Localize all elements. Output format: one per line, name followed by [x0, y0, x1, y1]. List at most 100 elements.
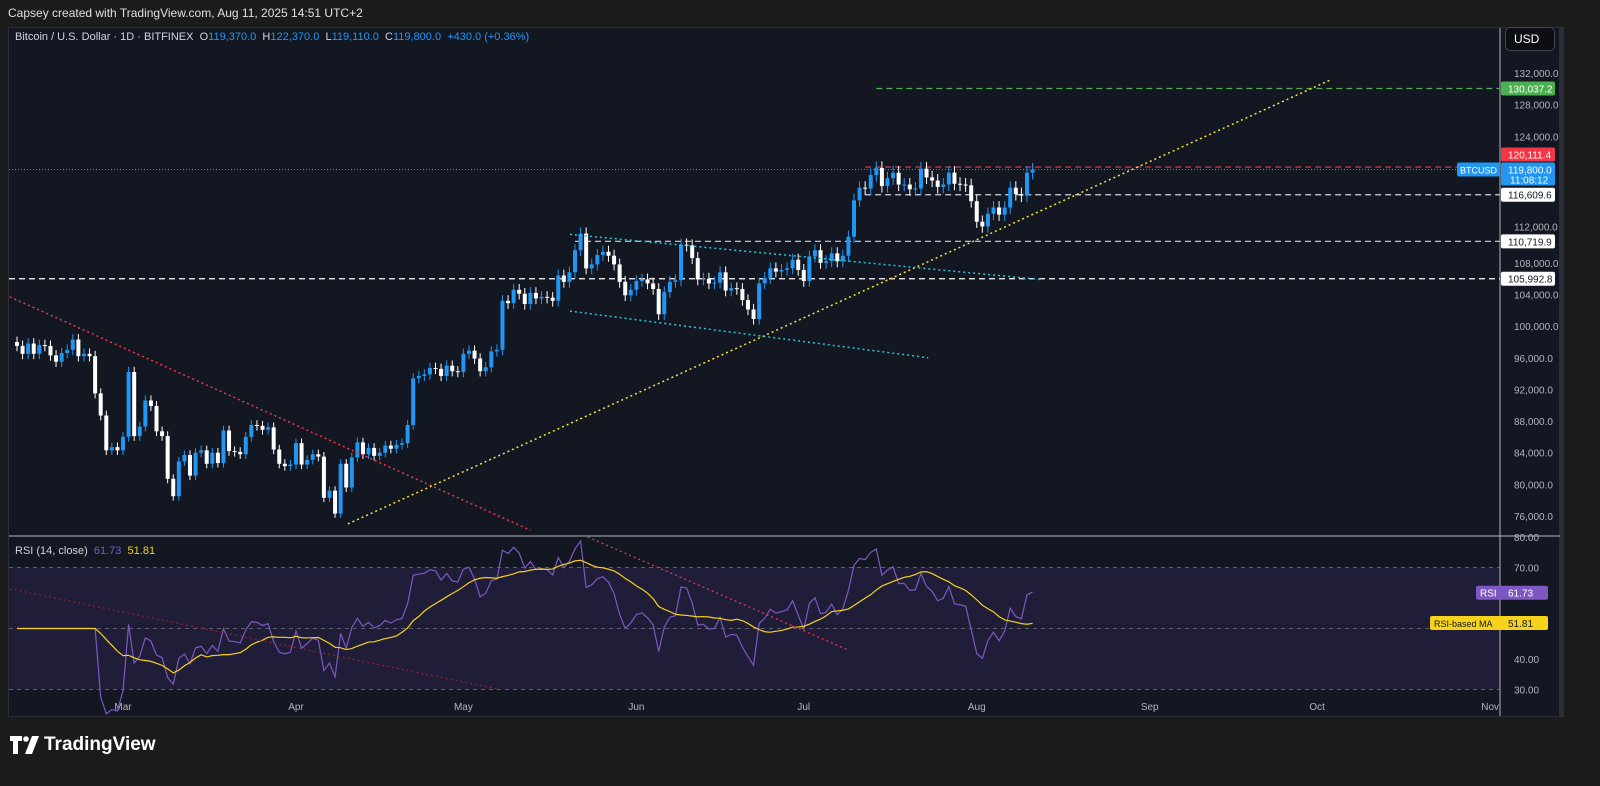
high-value: 122,370.0: [270, 31, 320, 43]
candle-body: [656, 288, 661, 315]
candle-body: [835, 253, 840, 262]
candle-body: [249, 424, 254, 437]
candle-body: [76, 339, 81, 357]
trendline: [347, 79, 1331, 525]
candle-body: [918, 168, 923, 189]
candle-body: [757, 283, 762, 320]
price-tick: 96,000.0: [1514, 354, 1553, 365]
candle-body: [444, 365, 449, 376]
candle-body: [338, 463, 343, 514]
candle-body: [589, 264, 594, 269]
candle-body: [243, 436, 248, 455]
rsi-label-name: RSI: [1480, 589, 1497, 600]
candle-body: [121, 436, 126, 451]
candle-body: [238, 451, 243, 455]
candle-body: [394, 444, 399, 449]
candle-body: [991, 207, 996, 214]
candle-body: [985, 213, 990, 227]
candle-body: [734, 288, 739, 290]
candle-body: [227, 430, 232, 452]
candle-body: [751, 309, 756, 320]
candle-body: [366, 447, 371, 455]
candle-body: [98, 393, 103, 416]
candle-body: [109, 447, 114, 451]
candle-body: [48, 345, 53, 356]
candle-body: [266, 427, 271, 430]
candle-body: [550, 297, 555, 301]
candle-body: [573, 250, 577, 273]
candle-body: [511, 289, 516, 304]
candle-body: [427, 368, 432, 375]
time-tick: May: [454, 702, 473, 713]
candle-body: [745, 300, 750, 310]
candle-body: [528, 292, 533, 304]
candle-body: [840, 255, 845, 262]
candle-body: [42, 345, 47, 347]
candle-body: [310, 454, 315, 460]
candle-body: [65, 349, 70, 354]
candle-body: [506, 300, 511, 304]
tradingview-logo[interactable]: TradingView: [10, 734, 156, 756]
candle-body: [662, 292, 667, 315]
candle-body: [176, 461, 181, 497]
candle-body: [1002, 207, 1007, 215]
rsi-title[interactable]: RSI (14, close): [15, 545, 88, 557]
symbol-legend: Bitcoin / U.S. Dollar · 1D · BITFINEX O1…: [15, 31, 529, 43]
price-label: 120,111.4: [1508, 151, 1551, 162]
candle-body: [500, 300, 505, 350]
time-tick: Apr: [288, 702, 304, 713]
candle-body: [299, 443, 304, 465]
candle-body: [863, 187, 868, 189]
candle-body: [874, 167, 879, 176]
rsi-tick: 30.00: [1514, 686, 1539, 697]
candle-body: [533, 292, 538, 299]
candle-body: [20, 345, 25, 354]
rsi-tick: 70.00: [1514, 564, 1539, 575]
price-tick: 80,000.0: [1514, 480, 1553, 491]
trendline: [569, 233, 1040, 281]
candle-body: [701, 278, 706, 280]
candle-body: [377, 452, 382, 456]
candle-body: [1008, 187, 1013, 208]
candle-body: [288, 464, 293, 467]
trendline: [569, 310, 929, 359]
candle-body: [137, 426, 142, 437]
candle-body: [902, 184, 907, 186]
price-label-bg: [1501, 147, 1555, 162]
candle-body: [411, 378, 416, 425]
low-value: 119,110.0: [331, 31, 379, 43]
candle-body: [494, 349, 499, 352]
candle-body: [690, 245, 695, 259]
price-tick: 108,000.0: [1514, 259, 1559, 270]
candle-body: [405, 424, 410, 444]
rsi-ma-label-name: RSI-based MA: [1434, 619, 1493, 629]
close-value: 119,800.0: [392, 31, 442, 43]
candle-body: [455, 371, 460, 373]
change-value: +430.0 (+0.36%): [447, 31, 530, 43]
candle-body: [829, 253, 834, 262]
candle-body: [801, 269, 806, 282]
candle-body: [846, 236, 851, 256]
candle-body: [628, 289, 633, 296]
candle-body: [651, 283, 656, 289]
rsi-label-bg: [1476, 585, 1548, 600]
candle-body: [70, 339, 75, 350]
candle-body: [941, 184, 946, 187]
candle-body: [355, 442, 360, 458]
candle-body: [740, 288, 745, 301]
last-price-label-bg: [1501, 162, 1555, 186]
candle-body: [489, 351, 494, 368]
scrollbar[interactable]: [1560, 27, 1564, 717]
price-label-bg: [1501, 271, 1555, 286]
candle-body: [963, 184, 968, 186]
candle-body: [712, 282, 717, 284]
candle-body: [165, 436, 170, 479]
rsi-tick: 80.00: [1514, 533, 1539, 544]
candle-body: [439, 368, 444, 376]
price-label: 105,992.8: [1508, 275, 1553, 286]
symbol-title[interactable]: Bitcoin / U.S. Dollar · 1D · BITFINEX: [15, 31, 194, 43]
currency-button[interactable]: USD: [1505, 27, 1555, 51]
candle-body: [958, 183, 963, 185]
price-tick: 84,000.0: [1514, 449, 1553, 460]
